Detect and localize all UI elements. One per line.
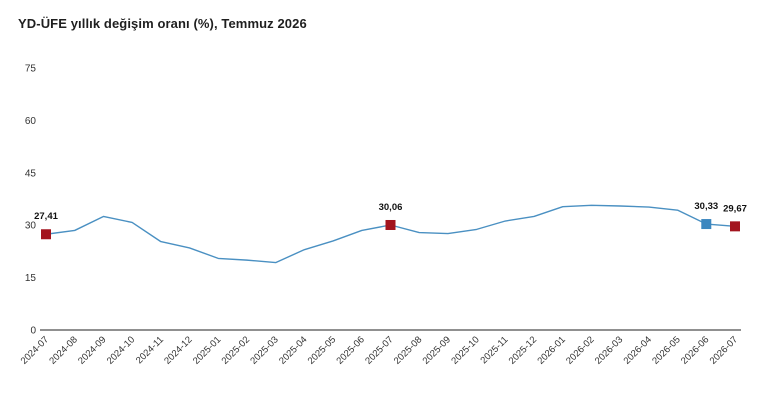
x-tick-label: 2026-02: [564, 334, 596, 366]
x-tick-label: 2024-10: [105, 334, 137, 366]
x-tick-label: 2026-07: [708, 334, 740, 366]
data-point-marker: [385, 219, 396, 230]
x-tick-label: 2025-07: [363, 334, 395, 366]
data-point-marker: [730, 221, 740, 232]
x-tick-label: 2026-06: [679, 334, 711, 366]
x-tick-label: 2025-11: [479, 334, 511, 366]
x-tick-label: 2025-03: [248, 334, 280, 366]
x-tick-label: 2024-11: [134, 334, 166, 366]
x-tick-label: 2026-01: [535, 334, 567, 366]
x-tick-label: 2026-05: [650, 334, 682, 366]
series-line: [45, 204, 736, 264]
chart-title: YD-ÜFE yıllık değişim oranı (%), Temmuz …: [18, 16, 307, 31]
y-tick-label: 75: [25, 64, 37, 75]
y-tick-label: 15: [25, 273, 37, 284]
x-tick-label: 2025-01: [191, 334, 223, 366]
y-tick-label: 30: [25, 221, 37, 232]
x-tick-label: 2025-05: [306, 334, 338, 366]
data-point-marker: [701, 219, 712, 230]
x-tick-label: 2026-04: [622, 334, 654, 366]
x-tick-label: 2025-08: [392, 334, 424, 366]
x-tick-label: 2024-12: [162, 334, 194, 366]
x-tick-label: 2025-10: [449, 334, 481, 366]
x-tick-label: 2025-09: [421, 334, 453, 366]
data-label: 30,06: [379, 202, 403, 213]
x-tick-label: 2024-07: [19, 334, 51, 366]
x-tick-label: 2026-03: [593, 334, 625, 366]
x-tick-label: 2025-12: [507, 334, 539, 366]
x-tick-label: 2025-04: [277, 334, 309, 366]
y-tick-label: 60: [25, 116, 37, 127]
y-tick-label: 45: [25, 168, 37, 179]
data-label: 29,67: [723, 203, 747, 214]
data-point-marker: [41, 229, 51, 240]
y-tick-label: 0: [30, 326, 36, 337]
x-tick-label: 2024-08: [47, 334, 79, 366]
data-label: 30,33: [694, 201, 718, 212]
data-label: 27,41: [34, 211, 58, 222]
x-tick-label: 2025-06: [334, 334, 366, 366]
x-tick-label: 2024-09: [76, 334, 108, 366]
x-tick-label: 2025-02: [220, 334, 252, 366]
